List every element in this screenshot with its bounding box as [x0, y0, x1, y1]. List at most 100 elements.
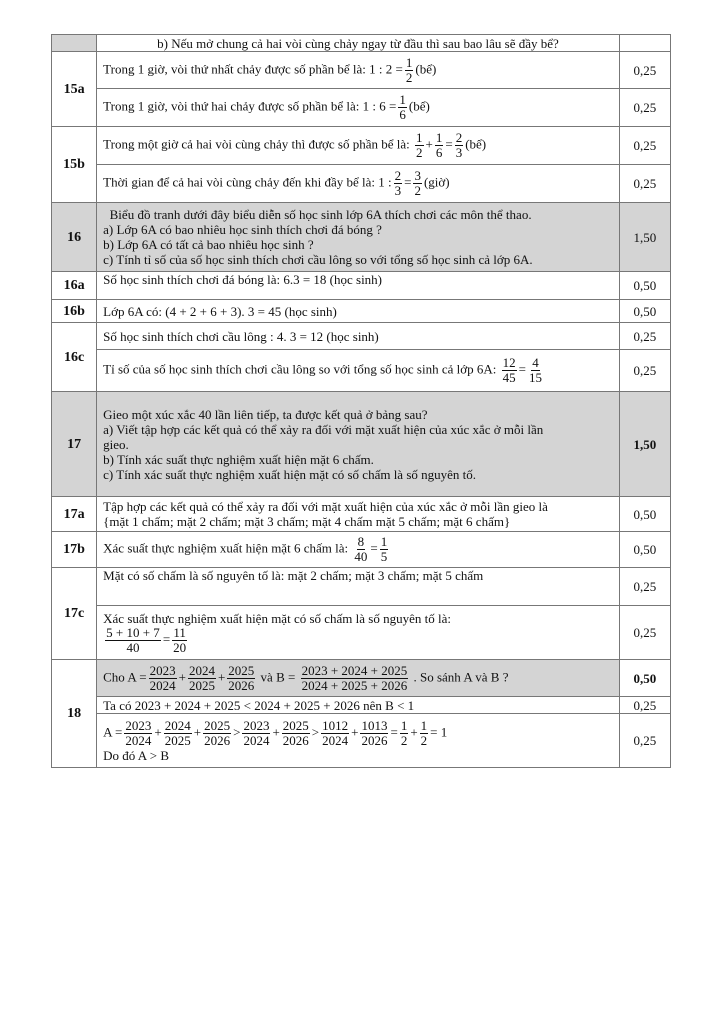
answer-content: Cho A = 2023 2024 +2024 2025 +2025 2026 và B =… [96, 659, 620, 697]
text-segment: + [351, 723, 359, 739]
question-label [50, 34, 98, 52]
text-segment: Trong một giờ cả hai vòi cùng chảy thì đ… [103, 136, 414, 152]
denominator: 40 [354, 549, 368, 564]
content-line: Trong 1 giờ, vòi thứ nhất chảy được số p… [103, 55, 613, 85]
table-row: 17b Xác suất thực nghiệm xuất hiện mặt 6 … [50, 531, 672, 568]
content-line: Thời gian để cả hai vòi cùng chảy đến kh… [103, 169, 613, 198]
fraction: 2024 2025 [163, 717, 192, 748]
text-segment: = [162, 630, 171, 646]
table-row: Thời gian để cả hai vòi cùng chảy đến kh… [52, 164, 672, 203]
question-label: 17c [50, 567, 98, 660]
score-cell: 1,50 [618, 391, 672, 497]
table-row: 15a Trong 1 giờ, vòi thứ nhất chảy được s… [50, 51, 672, 127]
score-cell: 0,25 [618, 322, 672, 350]
table-row: 16 Biểu đồ tranh dưới đây biểu diễn số h… [50, 202, 672, 272]
numerator: 8 [356, 534, 366, 550]
answer-content: Gieo một xúc xắc 40 lần liên tiếp, ta đư… [96, 391, 620, 497]
table-row: Trong 1 giờ, vòi thứ hai chảy được số ph… [52, 88, 672, 127]
content-line: Gieo một xúc xắc 40 lần liên tiếp, ta đư… [103, 407, 613, 422]
denominator: 2026 [361, 732, 388, 748]
question-label: 16c [50, 322, 98, 392]
text-segment: = [390, 723, 398, 739]
text-segment: b) Nếu mở chung cả hai vòi cùng chảy nga… [157, 35, 559, 51]
denominator: 5 [380, 549, 388, 564]
content-line: Tỉ số của số học sinh thích chơi cầu lôn… [103, 356, 613, 385]
text-segment: Lớp 6A có: (4 + 2 + 6 + 3). 3 = 45 (học … [103, 303, 337, 319]
content-line: 5 + 10 + 7 40 = 11 20 [103, 624, 613, 655]
text-segment: Xác suất thực nghiệm xuất hiện mặt có số… [103, 610, 451, 626]
denominator: 2024 [322, 732, 349, 748]
fraction: 2024 2025 [187, 662, 216, 693]
answer-content: Số học sinh thích chơi đá bóng là: 6.3 =… [96, 271, 620, 300]
text-segment: Biểu đồ tranh dưới đây biểu diễn số học … [103, 207, 532, 222]
denominator: 2026 [228, 677, 255, 693]
content-line: Số học sinh thích chơi đá bóng là: 6.3 =… [103, 272, 613, 287]
table-row: 16b Lớp 6A có: (4 + 2 + 6 + 3). 3 = 45 (h… [50, 299, 672, 323]
text-segment: + [272, 723, 280, 739]
score-cell: 0,25 [618, 164, 672, 203]
content-line: Biểu đồ tranh dưới đây biểu diễn số học … [103, 207, 613, 222]
denominator: 2 [414, 183, 421, 198]
score-cell: 0,50 [618, 531, 672, 568]
content-line: Do đó A > B [103, 748, 613, 763]
question-label: 17b [50, 531, 98, 568]
content-line: Xác suất thực nghiệm xuất hiện mặt 6 chấ… [103, 535, 613, 564]
content-line: Ta có 2023 + 2024 + 2025 < 2024 + 2025 +… [103, 698, 613, 713]
table-row: 17c Mặt có số chấm là số nguyên tố là: mặ… [50, 567, 672, 660]
numerator: 2024 [187, 662, 216, 679]
table-row: Xác suất thực nghiệm xuất hiện mặt có số… [52, 605, 672, 660]
denominator: 2 [405, 69, 413, 85]
denominator: 20 [173, 639, 187, 655]
denominator: 3 [394, 183, 402, 198]
text-segment: > [233, 723, 241, 739]
text-segment: (bể) [408, 98, 430, 114]
text-segment: (giờ) [423, 174, 450, 190]
table-row: 17 Gieo một xúc xắc 40 lần liên tiếp, ta … [50, 391, 672, 497]
content-line: b) Nếu mở chung cả hai vòi cùng chảy nga… [103, 36, 613, 51]
answer-content: Số học sinh thích chơi cầu lông : 4. 3 =… [96, 322, 620, 350]
text-segment: gieo. [103, 436, 129, 452]
fraction: 2025 2026 [227, 662, 256, 693]
score-cell [618, 34, 672, 52]
denominator: 15 [528, 370, 542, 385]
numerator: 1 [398, 92, 407, 108]
text-segment: + [193, 723, 202, 739]
table-row: 18 Cho A = 2023 2024 +2024 2025 +2025 2026 và B… [50, 659, 672, 768]
question-label: 16 [50, 202, 98, 272]
denominator: 40 [126, 639, 140, 655]
content-line: a) Viết tập hợp các kết quả có thể xảy r… [103, 422, 613, 437]
answer-content: Trong 1 giờ, vòi thứ nhất chảy được số p… [96, 51, 620, 89]
numerator: 11 [172, 624, 187, 641]
content-line: a) Lớp 6A có bao nhiêu học sinh thích ch… [103, 222, 613, 237]
numerator: 2024 [163, 717, 192, 734]
text-segment: và B = [257, 668, 299, 684]
numerator: 1 [419, 717, 429, 734]
answer-content: b) Nếu mở chung cả hai vòi cùng chảy nga… [96, 34, 620, 52]
content-line: b) Tính xác suất thực nghiệm xuất hiện m… [103, 452, 613, 467]
numerator: 1 [399, 717, 409, 734]
text-segment: b) Lớp 6A có tất cả bao nhiêu học sinh ? [103, 237, 314, 252]
fraction: 2023 2024 [242, 717, 271, 748]
numerator: 5 + 10 + 7 [105, 624, 161, 641]
answer-content: Xác suất thực nghiệm xuất hiện mặt 6 chấ… [96, 531, 620, 568]
numerator: 2 [454, 130, 464, 146]
text-segment: = [404, 174, 412, 190]
fraction: 12 45 [501, 356, 517, 385]
numerator: 2025 [227, 662, 256, 679]
text-segment: > [311, 723, 320, 739]
score-cell: 0,50 [618, 496, 672, 532]
text-segment: + [154, 723, 162, 739]
numerator: 2023 [242, 717, 271, 734]
text-segment: + [425, 136, 433, 152]
score-cell: 0,50 [618, 271, 672, 300]
denominator: 2 [400, 732, 408, 748]
fraction: 2025 2026 [281, 718, 310, 748]
answer-content: Tập hợp các kết quả có thể xảy ra đối vớ… [96, 496, 620, 532]
text-segment: A = [103, 723, 123, 739]
score-cell: 0,25 [618, 126, 672, 165]
denominator: 2026 [282, 732, 309, 748]
